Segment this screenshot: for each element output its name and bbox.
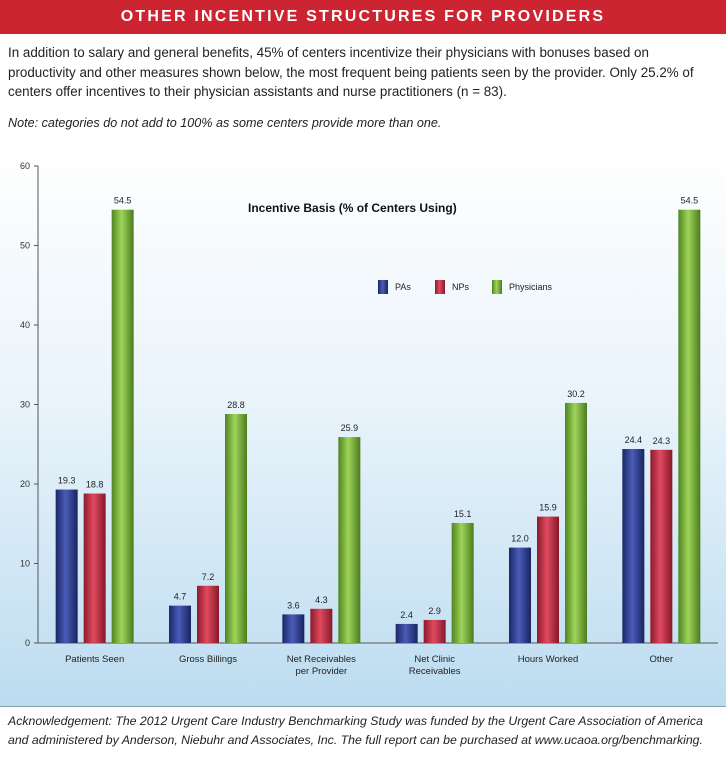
chart-panel: 0 10 20 30 40 50 60 19.3 18.8 54.5 Patients Seen 4…	[0, 146, 726, 706]
intro-paragraph: In addition to salary and general benefi…	[8, 45, 694, 99]
legend-swatch-pas	[378, 280, 388, 294]
legend: PAs NPs Physicians	[378, 280, 553, 294]
header-bar: OTHER INCENTIVE STRUCTURES FOR PROVIDERS	[0, 0, 726, 34]
category-label: Patients Seen	[65, 654, 124, 665]
bar-pas-3	[395, 623, 418, 643]
page-title: OTHER INCENTIVE STRUCTURES FOR PROVIDERS	[120, 8, 606, 25]
bar-physicians-2	[338, 437, 361, 643]
data-label: 54.5	[681, 196, 699, 206]
bar-physicians-1	[225, 414, 247, 643]
legend-swatch-physicians	[492, 280, 502, 294]
data-label: 7.2	[202, 572, 215, 582]
category-label: Receivables	[409, 666, 461, 677]
data-label: 18.8	[86, 480, 104, 490]
bar-physicians-0	[111, 209, 134, 643]
data-label: 24.3	[653, 436, 671, 446]
legend-label: PAs	[395, 282, 411, 292]
category-label: Other	[649, 654, 673, 665]
bar-physicians-5	[678, 209, 701, 643]
bar-pas-4	[509, 547, 531, 643]
data-label: 4.7	[174, 592, 187, 602]
data-label: 15.1	[454, 509, 472, 519]
note-text: Note: categories do not add to 100% as s…	[8, 116, 442, 130]
bar-pas-1	[169, 605, 191, 643]
data-label: 19.3	[58, 476, 76, 486]
data-label: 25.9	[341, 423, 359, 433]
category-label: Net Receivables	[287, 654, 356, 665]
category-label: Gross Billings	[179, 654, 237, 665]
category-label: Net Clinic	[414, 654, 455, 665]
data-label: 2.9	[428, 606, 441, 616]
data-label: 30.2	[567, 389, 585, 399]
y-tick-label: 0	[25, 638, 30, 648]
bar-physicians-4	[565, 402, 587, 643]
footer-divider	[0, 706, 726, 707]
bar-nps-2	[310, 608, 333, 643]
acknowledgement-text: Acknowledgement: The 2012 Urgent Care In…	[8, 714, 703, 747]
y-tick-label: 20	[20, 479, 30, 489]
data-label: 28.8	[227, 400, 245, 410]
bar-nps-1	[197, 585, 219, 643]
bar-nps-0	[83, 493, 106, 643]
data-label: 2.4	[400, 610, 413, 620]
data-label: 54.5	[114, 196, 132, 206]
category-label: per Provider	[295, 666, 347, 677]
bar-pas-0	[55, 489, 78, 643]
data-label: 4.3	[315, 595, 328, 605]
legend-label: Physicians	[509, 282, 553, 292]
y-tick-label: 60	[20, 161, 30, 171]
bar-chart: 0 10 20 30 40 50 60 19.3 18.8 54.5 Patients Seen 4…	[20, 161, 718, 677]
y-tick-label: 10	[20, 559, 30, 569]
bar-physicians-3	[451, 522, 474, 643]
data-label: 12.0	[511, 534, 529, 544]
y-tick-label: 40	[20, 320, 30, 330]
y-tick-label: 50	[20, 241, 30, 251]
data-label: 15.9	[539, 503, 557, 513]
data-label: 24.4	[625, 435, 643, 445]
chart-title: Incentive Basis (% of Centers Using)	[248, 201, 457, 215]
legend-swatch-nps	[435, 280, 445, 294]
data-label: 3.6	[287, 600, 300, 610]
bar-nps-4	[537, 516, 559, 643]
bar-nps-3	[423, 619, 446, 643]
category-label: Hours Worked	[518, 654, 579, 665]
y-tick-label: 30	[20, 400, 30, 410]
bar-nps-5	[650, 449, 673, 643]
bar-pas-5	[622, 449, 645, 643]
bar-pas-2	[282, 614, 305, 643]
legend-label: NPs	[452, 282, 470, 292]
